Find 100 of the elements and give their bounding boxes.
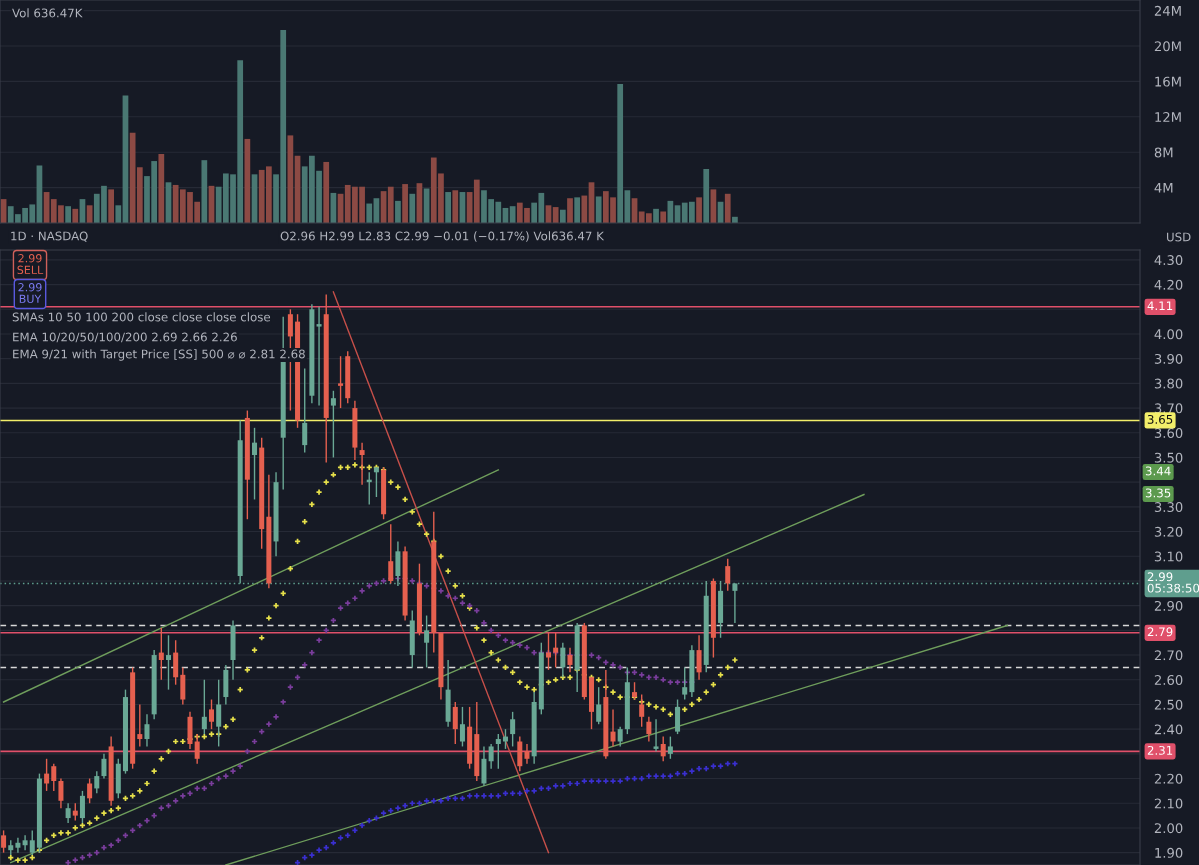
candlestick (101, 753, 107, 780)
candlestick (524, 743, 530, 765)
annotation: 2.99 BUY (18, 283, 42, 304)
y-tick-label: 3.70 (1154, 403, 1183, 414)
bar (595, 196, 602, 223)
ref-line-label: 4.11 (1147, 301, 1173, 311)
candlestick (653, 718, 659, 753)
y-tick-label: 3.30 (1154, 502, 1183, 513)
candlestick (65, 802, 71, 824)
y-tick-label: 4.00 (1154, 329, 1183, 340)
bar (115, 205, 122, 223)
bar (409, 193, 416, 223)
candlestick (44, 758, 50, 792)
y-tick-label: 3.10 (1154, 551, 1183, 562)
candlestick (330, 390, 336, 459)
candlestick (144, 713, 150, 748)
candlestick (316, 306, 322, 407)
candlestick (667, 735, 673, 760)
y-tick-label: 2.10 (1154, 798, 1183, 809)
y-tick-label: 24M (1154, 5, 1181, 16)
bar (574, 197, 581, 223)
y-tick-label: 2.60 (1154, 674, 1183, 685)
candlestick (165, 634, 171, 691)
y-tick-label: 8M (1154, 147, 1173, 158)
y-tick-label: 4M (1154, 183, 1173, 193)
bar (65, 206, 71, 223)
candlestick (51, 763, 57, 792)
ref-line-label: 3.65 (1147, 414, 1173, 424)
candlestick (94, 770, 100, 795)
bar (703, 169, 710, 223)
bar (445, 192, 451, 223)
bar (452, 190, 459, 223)
candlestick (137, 703, 143, 748)
y-tick-label: 2.00 (1154, 823, 1183, 834)
candlestick (302, 367, 308, 454)
candlestick (338, 355, 344, 409)
candlestick (252, 427, 258, 501)
candlestick (696, 634, 702, 681)
bar (559, 209, 566, 223)
bar (567, 198, 573, 223)
y-tick-label: 3.50 (1154, 452, 1183, 463)
candlestick (725, 558, 731, 592)
annotation: EMA 10/20/50/100/200 2.69 2.66 2.26 (13, 332, 237, 343)
annotation: SMAs 10 50 100 200 close close close close (12, 312, 271, 322)
bar (108, 189, 114, 223)
bar (660, 211, 667, 223)
ref-line-label: 2.31 (1147, 745, 1173, 755)
text: USD (1167, 232, 1191, 242)
bar (244, 138, 251, 223)
candlestick (452, 701, 458, 745)
bar (724, 193, 731, 223)
bar (395, 200, 401, 223)
candlestick (209, 698, 215, 730)
candlestick (660, 735, 666, 762)
annotation: 2.99 SELL (17, 254, 44, 275)
candlestick (495, 733, 501, 770)
bar (402, 184, 408, 223)
candlestick (610, 708, 616, 748)
bar (366, 203, 373, 223)
candlestick (646, 716, 652, 743)
y-tick-label: 3.80 (1154, 378, 1183, 389)
candlestick (22, 834, 28, 851)
y-tick-label: 16M (1155, 76, 1181, 87)
y-tick-label: 2.90 (1154, 600, 1183, 611)
candlestick (87, 777, 93, 804)
bar (552, 207, 559, 223)
candlestick (424, 614, 430, 669)
text: 3.44 (1145, 466, 1171, 476)
ref-line-label: 2.79 (1147, 627, 1173, 637)
y-tick-label: 2.20 (1154, 773, 1183, 784)
annotation: Vol 636.47K (12, 8, 83, 18)
text: O2.96 H2.99 L2.83 C2.99 −0.01 (−0.17%) Vol636.47 K (280, 231, 605, 242)
candlestick (596, 686, 602, 725)
y-tick-label: 4.30 (1154, 255, 1183, 266)
candlestick (617, 725, 623, 748)
bar (509, 206, 516, 223)
y-tick-label: 3.90 (1154, 353, 1183, 364)
y-tick-label: 2.40 (1154, 724, 1183, 735)
ref-line-label: 2.99 05:38:50 (1147, 572, 1199, 593)
y-tick-label: 4.20 (1154, 279, 1183, 290)
candlestick (1, 829, 7, 854)
y-tick-label: 1.90 (1155, 847, 1183, 858)
y-tick-label: 2.50 (1154, 699, 1183, 710)
y-tick-label: 3.20 (1154, 526, 1183, 537)
y-tick-label: 2.70 (1154, 650, 1183, 661)
candlestick (158, 627, 164, 681)
bar (653, 208, 659, 223)
bar (158, 153, 165, 223)
text: 1D · NASDAQ (11, 231, 88, 242)
bar (581, 195, 588, 223)
bar (696, 197, 702, 223)
y-tick-label: 3.60 (1154, 427, 1183, 438)
text: 3.35 (1145, 488, 1171, 498)
candlestick (58, 777, 64, 809)
candlestick (459, 706, 465, 748)
candlestick (502, 728, 508, 750)
annotation: EMA 9/21 with Target Price [SS] 500 ⌀ ⌀ 2.81 2.68 (13, 349, 305, 361)
y-tick-label: 12M (1155, 112, 1181, 122)
candlestick (510, 711, 516, 748)
y-tick-label: 20M (1154, 41, 1181, 52)
